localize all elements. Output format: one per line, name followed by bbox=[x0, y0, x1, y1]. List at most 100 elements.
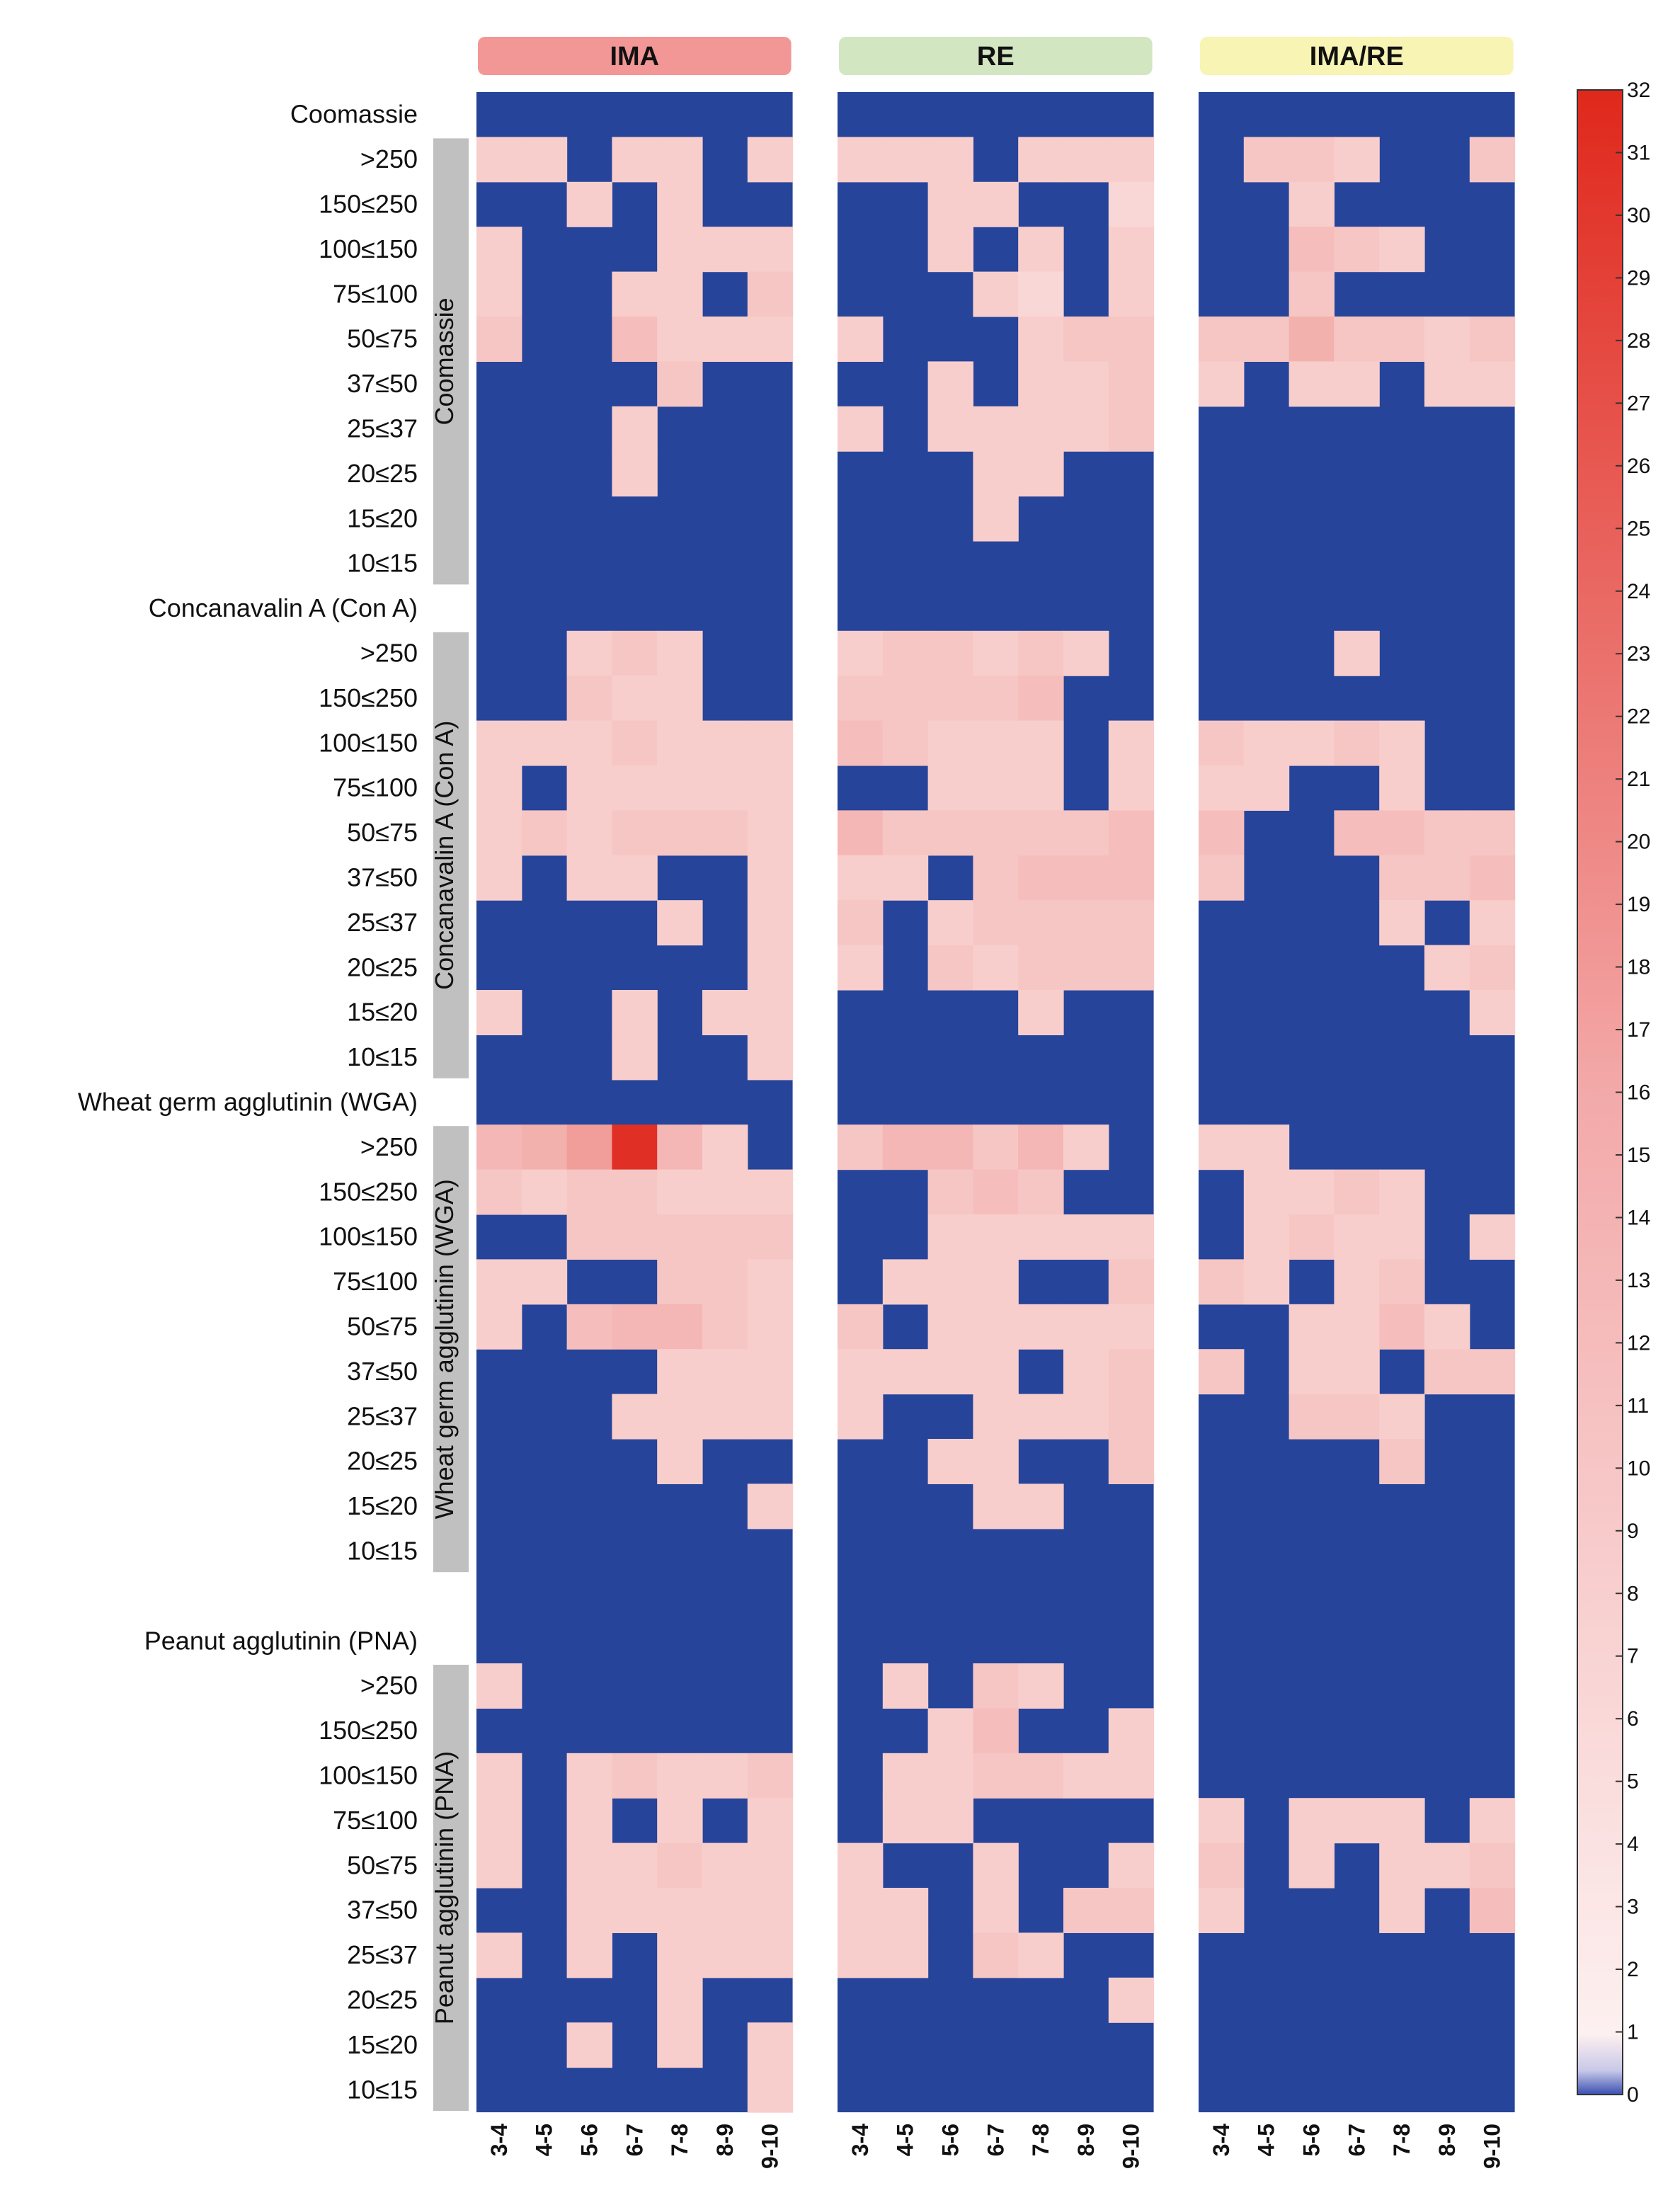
heatmap-cell bbox=[1334, 1304, 1380, 1350]
heatmap-cell bbox=[1424, 810, 1470, 856]
heatmap-cell bbox=[1469, 900, 1516, 946]
heatmap-cell bbox=[1018, 1753, 1064, 1799]
heatmap-cell bbox=[1063, 361, 1109, 407]
heatmap-cell bbox=[1334, 720, 1380, 766]
heatmap-cell bbox=[1199, 1798, 1245, 1844]
heatmap-cell bbox=[1018, 765, 1064, 811]
heatmap-cell bbox=[1243, 765, 1290, 811]
heatmap-cell bbox=[1063, 317, 1109, 362]
column-label: 6-7 bbox=[983, 2124, 1008, 2156]
heatmap-cell bbox=[1108, 406, 1155, 452]
row-label: 150≤250 bbox=[319, 1177, 418, 1206]
heatmap-cell bbox=[702, 317, 748, 362]
section-bar-label: Concanavalin A (Con A) bbox=[430, 721, 459, 990]
heatmap-cell bbox=[1063, 1753, 1109, 1799]
heatmap-cell bbox=[1108, 1708, 1155, 1754]
colorbar-tick-label: 0 bbox=[1627, 2083, 1639, 2107]
heatmap-cell bbox=[1288, 361, 1335, 407]
heatmap-cell bbox=[1199, 1888, 1245, 1933]
heatmap-cell bbox=[1199, 317, 1245, 362]
row-label: 75≤100 bbox=[333, 1806, 418, 1835]
group-header bbox=[1200, 37, 1514, 75]
heatmap-cell bbox=[838, 1124, 884, 1170]
heatmap-cell bbox=[612, 317, 658, 362]
heatmap-cell bbox=[973, 496, 1019, 542]
heatmap-cell bbox=[1108, 181, 1155, 227]
heatmap-cell bbox=[1018, 137, 1064, 183]
row-label: 20≤25 bbox=[347, 459, 418, 488]
heatmap-cell bbox=[882, 630, 929, 676]
heatmap-cells bbox=[476, 92, 1516, 2113]
heatmap-cell bbox=[1379, 227, 1425, 273]
heatmap-cell bbox=[838, 855, 884, 901]
row-label: 50≤75 bbox=[347, 1312, 418, 1341]
heatmap-cell bbox=[747, 900, 794, 946]
heatmap-cell bbox=[1334, 1394, 1380, 1440]
heatmap-cell bbox=[476, 855, 522, 901]
heatmap-cell bbox=[657, 361, 703, 407]
colorbar-tick-label: 15 bbox=[1627, 1144, 1650, 1167]
heatmap-cell bbox=[882, 1124, 929, 1170]
column-label: 3-4 bbox=[486, 2124, 512, 2156]
colorbar-tick-label: 26 bbox=[1627, 455, 1650, 478]
heatmap-cell bbox=[1334, 1214, 1380, 1260]
row-label: 150≤250 bbox=[319, 1716, 418, 1745]
heatmap-cell bbox=[1063, 855, 1109, 901]
heatmap-cell bbox=[838, 1304, 884, 1350]
heatmap-cell bbox=[1199, 765, 1245, 811]
heatmap-cell bbox=[566, 855, 612, 901]
heatmap-cell bbox=[702, 1842, 748, 1889]
heatmap-cell bbox=[747, 1304, 794, 1350]
row-label: 10≤15 bbox=[347, 549, 418, 578]
heatmap-cell bbox=[882, 1349, 929, 1395]
heatmap-cell bbox=[927, 1753, 973, 1799]
heatmap-cell bbox=[1063, 900, 1109, 946]
heatmap-cell bbox=[1469, 810, 1516, 856]
row-label: 150≤250 bbox=[319, 190, 418, 219]
heatmap-cell bbox=[1334, 317, 1380, 362]
heatmap-cell bbox=[973, 406, 1019, 452]
column-label: 4-5 bbox=[893, 2124, 918, 2156]
colorbar-tick-label: 11 bbox=[1627, 1394, 1649, 1418]
group-headers: IMA RE IMA/RE bbox=[478, 37, 1514, 75]
heatmap-cell bbox=[1018, 1304, 1064, 1350]
heatmap-cell bbox=[657, 1798, 703, 1844]
heatmap-cell bbox=[1288, 1214, 1335, 1260]
heatmap-cell bbox=[1018, 271, 1064, 317]
column-label: 9-10 bbox=[1119, 2124, 1144, 2169]
heatmap-cell bbox=[838, 630, 884, 676]
row-label: 50≤75 bbox=[347, 1850, 418, 1879]
heatmap-cell bbox=[1288, 271, 1335, 317]
group-header-label: IMA/RE bbox=[1310, 42, 1404, 72]
heatmap-cell bbox=[838, 406, 884, 452]
heatmap-cell bbox=[927, 1798, 973, 1844]
heatmap-cell bbox=[521, 1259, 568, 1305]
row-label: 25≤37 bbox=[347, 1401, 418, 1430]
heatmap-cell bbox=[612, 451, 658, 497]
heatmap-cell bbox=[1379, 1259, 1425, 1305]
section-bar-label: Coomassie bbox=[430, 297, 459, 425]
heatmap-cell bbox=[973, 900, 1019, 946]
heatmap-cell bbox=[747, 1932, 794, 1978]
heatmap-cell bbox=[612, 1214, 658, 1260]
colorbar-tick-label: 10 bbox=[1627, 1457, 1650, 1480]
row-label: 150≤250 bbox=[319, 683, 418, 712]
heatmap-cell bbox=[927, 227, 973, 273]
heatmap-cell bbox=[1288, 1842, 1335, 1889]
heatmap-cell bbox=[1288, 1169, 1335, 1215]
heatmap-cell bbox=[1018, 676, 1064, 722]
heatmap-cell bbox=[1379, 317, 1425, 362]
heatmap-cell bbox=[476, 1259, 522, 1305]
heatmap-cell bbox=[657, 1932, 703, 1978]
heatmap-cell bbox=[657, 720, 703, 766]
heatmap-cell bbox=[702, 765, 748, 811]
colorbar-tick-label: 5 bbox=[1627, 1770, 1639, 1794]
column-label: 3-4 bbox=[1208, 2124, 1234, 2156]
heatmap-cell bbox=[566, 1888, 612, 1933]
heatmap-cell bbox=[566, 181, 612, 227]
heatmap-cell bbox=[1108, 810, 1155, 856]
heatmap-cell bbox=[1199, 810, 1245, 856]
heatmap-cell bbox=[927, 406, 973, 452]
heatmap-cell bbox=[702, 990, 748, 1035]
colorbar-tick-label: 17 bbox=[1627, 1018, 1650, 1042]
